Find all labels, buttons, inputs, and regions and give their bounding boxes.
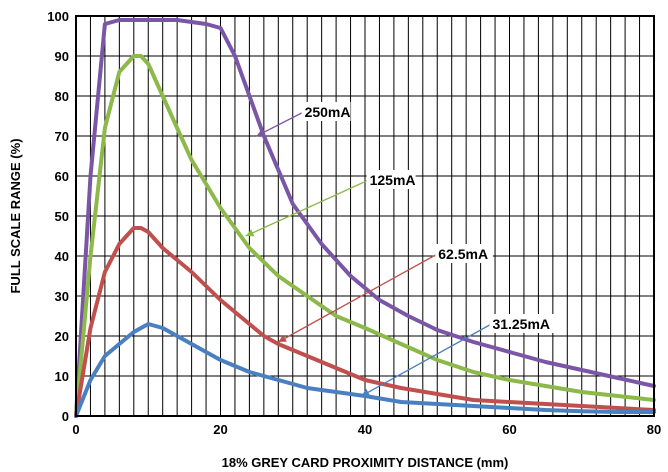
y-tick-label: 30	[55, 289, 69, 304]
y-tick-label: 40	[55, 249, 69, 264]
y-tick-label: 90	[55, 49, 69, 64]
y-tick-label: 50	[55, 209, 69, 224]
x-axis-title: 18% GREY CARD PROXIMITY DISTANCE (mm)	[222, 455, 509, 470]
grid	[76, 16, 654, 416]
annotation-layer: 250mA 125mA 62.5mA 31.25mA	[245, 102, 556, 397]
y-tick-label: 0	[62, 409, 69, 424]
x-tick-label: 60	[502, 422, 516, 437]
series-line-31-25ma	[74, 322, 656, 418]
annotation-label-bg-250ma	[301, 102, 351, 121]
plot-frame	[75, 15, 655, 417]
annotation-label-bg-125ma	[366, 170, 416, 189]
y-tick-label: 80	[55, 89, 69, 104]
annotation-label-62-5ma: 62.5mA	[438, 246, 488, 262]
x-tick-label: 80	[647, 422, 661, 437]
annotation-arrow-250ma	[256, 111, 304, 137]
x-tick-label: 20	[213, 422, 227, 437]
y-axis-title: FULL SCALE RANGE (%)	[8, 138, 23, 293]
y-tick-label: 60	[55, 169, 69, 184]
annotation-label-125ma: 125mA	[370, 172, 416, 188]
series-line-250ma	[74, 18, 656, 418]
series-line-125ma	[74, 54, 656, 418]
y-tick-label: 10	[55, 369, 69, 384]
x-tick-label: 0	[72, 422, 79, 437]
y-tick-label: 100	[47, 9, 69, 24]
y-tick-label: 70	[55, 129, 69, 144]
series-line-62-5ma	[74, 226, 656, 418]
annotation-label-250ma: 250mA	[305, 104, 351, 120]
tick-labels: 0 20 40 60 80 0 10 20 30 40 50 60 70 80 90 100	[47, 9, 661, 437]
annotation-label-bg-31-25ma	[489, 314, 556, 333]
annotation-label-31-25ma: 31.25mA	[492, 316, 550, 332]
annotation-arrow-62-5ma	[277, 253, 438, 343]
annotation-label-bg-62-5ma	[435, 244, 493, 263]
annotation-arrow-31-25ma	[361, 323, 492, 397]
annotation-arrow-125ma	[245, 179, 369, 237]
series-layer	[74, 18, 656, 418]
x-tick-label: 40	[358, 422, 372, 437]
y-tick-label: 20	[55, 329, 69, 344]
